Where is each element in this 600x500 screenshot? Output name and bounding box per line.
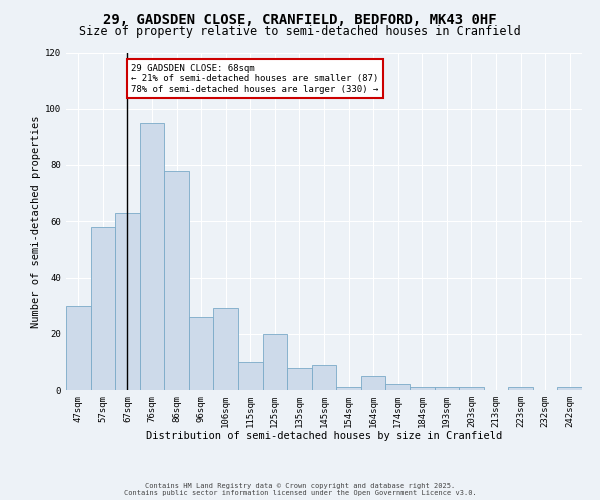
Bar xyxy=(238,362,263,390)
Text: 29 GADSDEN CLOSE: 68sqm
← 21% of semi-detached houses are smaller (87)
78% of se: 29 GADSDEN CLOSE: 68sqm ← 21% of semi-de… xyxy=(131,64,379,94)
Bar xyxy=(164,170,189,390)
Bar xyxy=(91,227,115,390)
Text: Contains public sector information licensed under the Open Government Licence v3: Contains public sector information licen… xyxy=(124,490,476,496)
Text: Size of property relative to semi-detached houses in Cranfield: Size of property relative to semi-detach… xyxy=(79,25,521,38)
Y-axis label: Number of semi-detached properties: Number of semi-detached properties xyxy=(31,115,41,328)
Bar xyxy=(336,387,361,390)
Bar xyxy=(140,123,164,390)
Bar xyxy=(189,317,214,390)
X-axis label: Distribution of semi-detached houses by size in Cranfield: Distribution of semi-detached houses by … xyxy=(146,432,502,442)
Bar xyxy=(115,213,140,390)
Bar xyxy=(434,387,459,390)
Text: Contains HM Land Registry data © Crown copyright and database right 2025.: Contains HM Land Registry data © Crown c… xyxy=(145,483,455,489)
Bar xyxy=(459,387,484,390)
Bar xyxy=(287,368,312,390)
Bar xyxy=(557,387,582,390)
Bar xyxy=(385,384,410,390)
Bar xyxy=(508,387,533,390)
Bar xyxy=(66,306,91,390)
Bar xyxy=(214,308,238,390)
Bar xyxy=(263,334,287,390)
Bar xyxy=(361,376,385,390)
Bar xyxy=(410,387,434,390)
Bar xyxy=(312,364,336,390)
Text: 29, GADSDEN CLOSE, CRANFIELD, BEDFORD, MK43 0HF: 29, GADSDEN CLOSE, CRANFIELD, BEDFORD, M… xyxy=(103,12,497,26)
